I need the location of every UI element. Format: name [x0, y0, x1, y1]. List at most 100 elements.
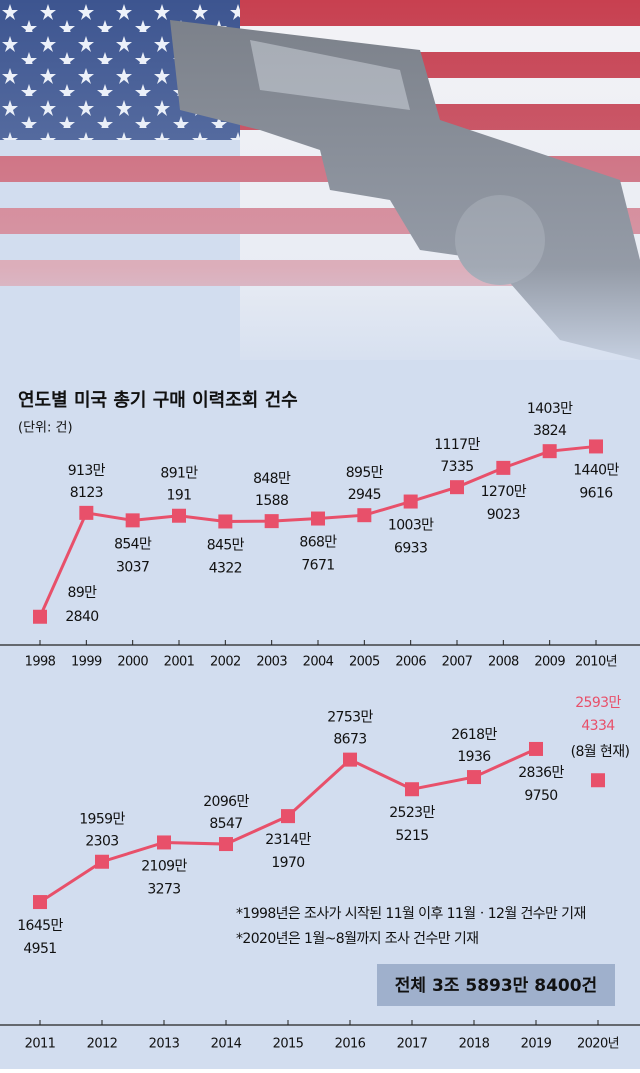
value-label: 9750	[524, 788, 557, 804]
value-label: 913만	[68, 463, 106, 479]
value-label: 1959만	[79, 812, 125, 828]
marker	[157, 835, 171, 850]
value-label: 7335	[440, 459, 473, 475]
footnote: *2020년은 1월~8월까지 조사 건수만 기재	[236, 931, 478, 947]
value-label: 4322	[209, 560, 242, 576]
marker	[405, 782, 419, 797]
x-tick-label: 2009	[534, 655, 565, 670]
marker	[125, 513, 140, 528]
value-label: 8547	[209, 816, 242, 832]
marker	[403, 494, 418, 509]
value-label: 9616	[579, 485, 613, 501]
value-label: 5215	[395, 828, 428, 844]
value-label: 2945	[348, 487, 381, 503]
value-label: 895만	[346, 465, 384, 481]
value-label: 845만	[207, 537, 245, 553]
value-label: 1970	[271, 855, 304, 871]
x-tick-label: 2001	[164, 655, 195, 670]
x-tick-label: 2019	[521, 1037, 552, 1052]
marker	[95, 854, 109, 869]
value-label: 1403만	[527, 401, 573, 417]
marker	[496, 460, 511, 475]
marker	[33, 895, 47, 910]
value-label: 191	[167, 488, 192, 504]
value-label: 2303	[85, 834, 118, 850]
marker	[281, 809, 295, 824]
value-label: 6933	[394, 541, 427, 557]
value-label: 89만	[68, 585, 98, 601]
marker	[450, 480, 464, 495]
chart-subtitle: (단위: 건)	[18, 421, 73, 436]
value-label: 2109만	[141, 858, 187, 874]
marker	[589, 439, 603, 454]
value-label: 2314만	[265, 832, 311, 848]
value-label: 1645만	[17, 918, 63, 934]
value-label: 868만	[299, 535, 337, 551]
x-tick-label: 2018	[459, 1037, 490, 1052]
value-label: 848만	[253, 471, 291, 487]
total: 전체 3조 5893만 8400건	[395, 976, 597, 996]
value-label: 891만	[160, 466, 198, 482]
value-label: 9023	[487, 507, 520, 523]
value-note: (8월 현재)	[571, 744, 630, 760]
marker	[172, 508, 186, 523]
x-tick-label: 2008	[488, 655, 519, 670]
total-box	[377, 964, 615, 1006]
x-tick-label: 2007	[442, 655, 473, 670]
x-tick-label: 2014	[211, 1037, 242, 1052]
marker	[467, 770, 481, 785]
x-tick-label: 1999	[71, 655, 102, 670]
marker	[357, 508, 372, 523]
value-label: 2840	[65, 609, 98, 625]
x-tick-label: 2002	[210, 655, 241, 670]
x-tick-label: 2015	[273, 1037, 304, 1052]
marker	[264, 514, 279, 529]
marker	[219, 837, 233, 852]
x-tick-label: 2000	[117, 655, 148, 670]
x-tick-label: 2005	[349, 655, 380, 670]
value-label: 2096만	[203, 794, 249, 810]
value-label: 3824	[533, 423, 567, 439]
marker	[311, 511, 325, 526]
value-label: 7671	[301, 558, 334, 574]
value-label: 2753만	[327, 710, 373, 726]
value-label: 2593만	[575, 695, 621, 711]
value-label: 3273	[147, 881, 180, 897]
value-label: 2523만	[389, 805, 435, 821]
value-label: 1588	[255, 493, 288, 509]
marker	[79, 505, 94, 520]
x-tick-label: 2003	[256, 655, 287, 670]
value-label: 1270만	[481, 484, 527, 500]
value-label: 2836만	[518, 765, 564, 781]
marker	[218, 514, 233, 529]
x-tick-label: 1998	[25, 655, 56, 670]
x-tick-label: 2004	[303, 655, 334, 670]
marker	[591, 773, 605, 788]
x-tick-label: 2013	[149, 1037, 180, 1052]
value-label: 4334	[581, 718, 615, 734]
value-label: 3037	[116, 559, 149, 575]
value-label: 8123	[70, 485, 103, 501]
x-tick-label: 2011	[25, 1037, 56, 1052]
x-tick-label: 2017	[397, 1037, 428, 1052]
chart-title: 연도별 미국 총기 구매 이력조회 건수	[18, 390, 298, 411]
marker	[529, 741, 543, 756]
value-label: 854만	[114, 536, 152, 552]
x-tick-label: 2010년	[575, 655, 617, 670]
value-label: 8673	[333, 732, 366, 748]
x-tick-label: 2006	[395, 655, 426, 670]
value-label: 1003만	[388, 518, 434, 534]
footnote: *1998년은 조사가 시작된 11월 이후 11월ㆍ12월 건수만 기재	[236, 906, 586, 922]
value-label: 2618만	[451, 727, 497, 743]
marker	[542, 444, 557, 459]
marker	[343, 752, 357, 767]
value-label: 1440만	[573, 462, 619, 478]
value-label: 1936	[457, 749, 491, 765]
marker	[33, 609, 47, 624]
value-label: 1117만	[434, 437, 480, 453]
x-tick-label: 2016	[335, 1037, 366, 1052]
x-tick-label: 2012	[87, 1037, 118, 1052]
value-label: 4951	[23, 941, 56, 957]
